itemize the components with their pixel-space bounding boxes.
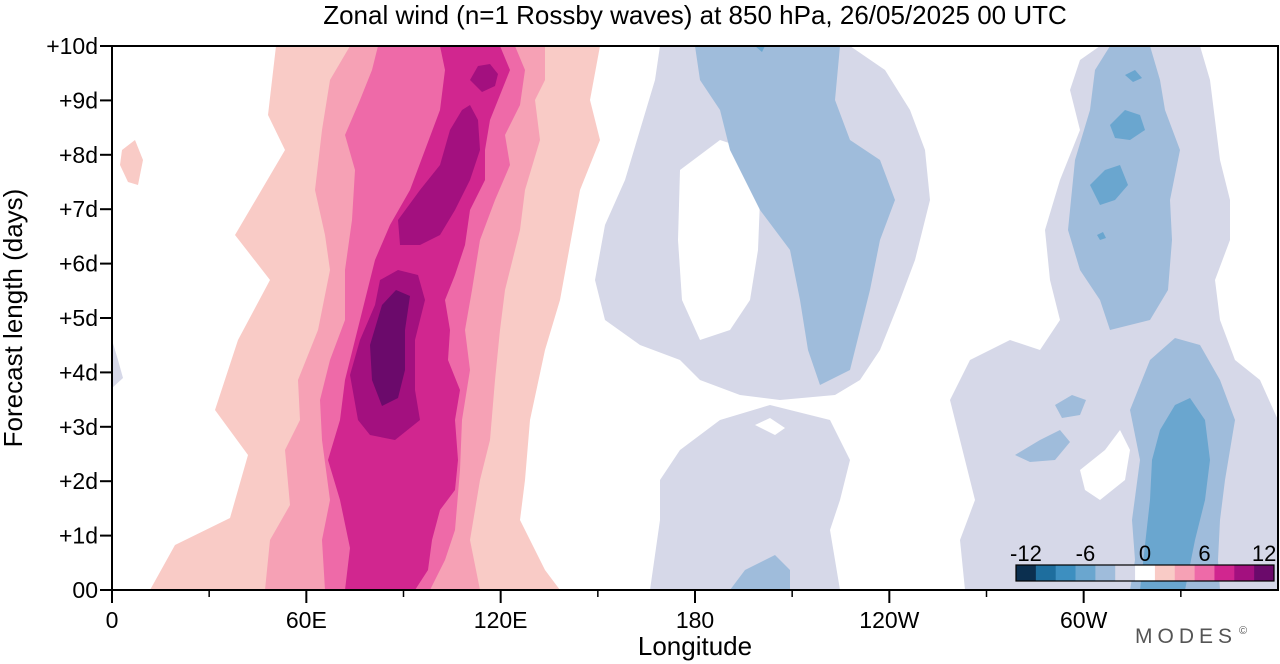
y-tick-label: +10d xyxy=(46,33,98,59)
y-tick-label: 00 xyxy=(72,577,98,603)
contour-neg-2-dateline-hole xyxy=(678,140,760,340)
modes-logo: MODES © xyxy=(1135,625,1252,648)
x-tick-label: 0 xyxy=(106,607,119,633)
colorbar-swatch xyxy=(1234,565,1255,581)
colorbar-label: 6 xyxy=(1198,541,1210,566)
contour-fill-layer xyxy=(112,46,1278,590)
contour-neg-2-atlantic-hole-2 xyxy=(755,418,785,435)
colorbar-legend: -12 -6 0 6 12 xyxy=(1010,541,1276,582)
contour-neg-6-atlantic-upper xyxy=(1090,165,1128,205)
y-tick-label: +9d xyxy=(59,87,98,113)
contour-neg-6-atlantic-dot xyxy=(1125,70,1142,82)
y-tick-label: +7d xyxy=(59,196,98,222)
colorbar-frame xyxy=(1015,564,1275,582)
y-axis-ticks: 00 +1d +2d +3d +4d +5d +6d +7d +8d +9d +10d xyxy=(46,33,112,603)
contour-neg-4-dateline xyxy=(695,46,895,385)
y-tick-label: +1d xyxy=(59,523,98,549)
x-tick-label: 180 xyxy=(676,607,714,633)
x-tick-label: 60W xyxy=(1060,607,1108,633)
contour-pos-10-top xyxy=(470,64,498,92)
brand-text: MODES xyxy=(1135,625,1237,648)
x-tick-label: 120W xyxy=(859,607,919,633)
contour-neg-4-atlantic-blob-2 xyxy=(1055,395,1086,418)
contour-pos-2-island xyxy=(120,140,143,185)
y-axis-label: Forecast length (days) xyxy=(0,189,28,448)
colorbar-swatch xyxy=(1194,565,1215,581)
x-axis-ticks: 0 60E 120E 180 120W 60W xyxy=(106,590,1182,633)
y-tick-label: +2d xyxy=(59,468,98,494)
y-tick-label: +6d xyxy=(59,251,98,277)
colorbar-label: 0 xyxy=(1139,541,1151,566)
y-tick-label: +4d xyxy=(59,359,98,385)
colorbar-swatch xyxy=(1016,565,1037,581)
y-tick-label: +3d xyxy=(59,414,98,440)
x-axis-label: Longitude xyxy=(638,631,752,661)
colorbar-swatch xyxy=(1154,565,1176,581)
x-tick-label: 60E xyxy=(286,607,327,633)
contour-neg-4-dateline-low xyxy=(730,555,790,590)
colorbar-swatch xyxy=(1095,565,1116,581)
x-tick-label: 120E xyxy=(474,607,528,633)
contour-neg-4-atlantic-blob xyxy=(1015,430,1070,462)
colorbar-swatch xyxy=(1035,565,1057,581)
colorbar-swatch xyxy=(1135,565,1156,581)
y-tick-label: +5d xyxy=(59,305,98,331)
contour-pos-10-upper xyxy=(398,105,480,245)
contour-pos-12 xyxy=(370,290,410,406)
y-tick-label: +8d xyxy=(59,142,98,168)
colorbar-label: -6 xyxy=(1076,541,1096,566)
chart-title: Zonal wind (n=1 Rossby waves) at 850 hPa… xyxy=(323,0,1067,30)
colorbar-swatch xyxy=(1055,565,1076,581)
contour-neg-2-atlantic-hole xyxy=(1080,430,1130,500)
brand-mark: © xyxy=(1239,625,1252,637)
contour-neg-6-atlantic-upper-2 xyxy=(1110,110,1145,140)
contour-neg-6-dateline-dot xyxy=(755,46,765,52)
colorbar-swatch xyxy=(1214,565,1235,581)
contour-neg-6-atlantic-lower xyxy=(1140,398,1210,590)
contour-neg-2-left-edge xyxy=(112,340,123,388)
colorbar-label: 12 xyxy=(1252,541,1276,566)
colorbar-swatch xyxy=(1174,565,1196,581)
colorbar-swatch xyxy=(1075,565,1096,581)
colorbar-swatch xyxy=(1115,565,1136,581)
colorbar-label: -12 xyxy=(1010,541,1042,566)
contour-neg-6-atlantic-dot-2 xyxy=(1097,232,1106,240)
colorbar-swatch xyxy=(1254,565,1275,581)
